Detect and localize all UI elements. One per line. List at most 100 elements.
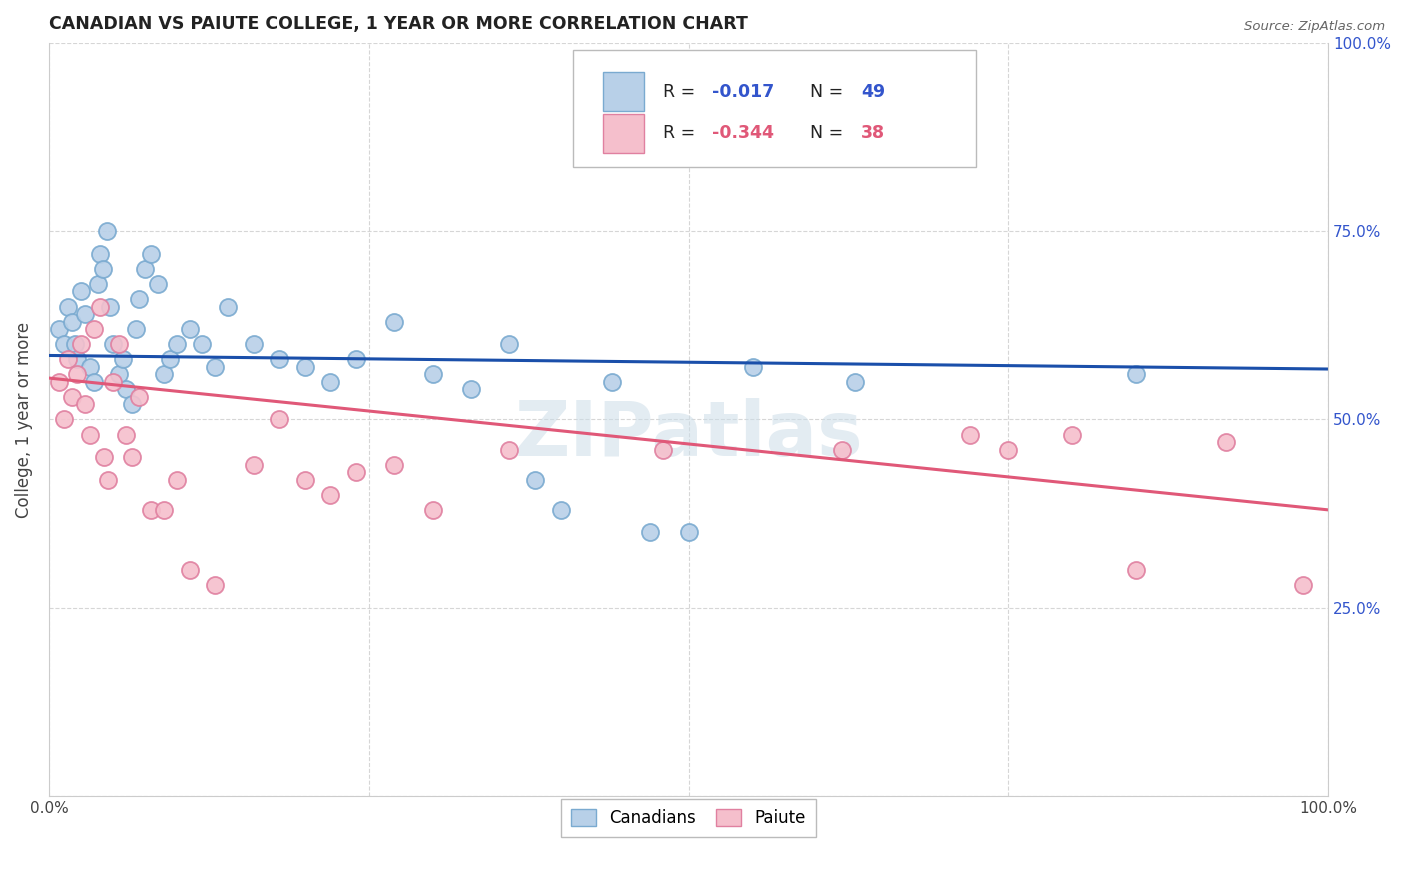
Text: Source: ZipAtlas.com: Source: ZipAtlas.com bbox=[1244, 20, 1385, 33]
Point bbox=[269, 352, 291, 367]
Point bbox=[83, 375, 105, 389]
Point bbox=[89, 247, 111, 261]
Point bbox=[1062, 427, 1084, 442]
Text: ZIPatlas: ZIPatlas bbox=[515, 398, 863, 472]
Point bbox=[60, 315, 83, 329]
Point bbox=[600, 375, 623, 389]
Point bbox=[997, 442, 1019, 457]
Point bbox=[66, 368, 89, 382]
Point bbox=[344, 465, 367, 479]
Point bbox=[319, 488, 342, 502]
Point bbox=[91, 261, 114, 276]
Point bbox=[294, 359, 316, 374]
Point bbox=[319, 375, 342, 389]
Text: N =: N = bbox=[810, 124, 849, 142]
Point bbox=[73, 397, 96, 411]
Point bbox=[89, 300, 111, 314]
Point bbox=[121, 397, 143, 411]
Text: -0.017: -0.017 bbox=[711, 83, 773, 101]
Text: -0.344: -0.344 bbox=[711, 124, 773, 142]
Point bbox=[83, 322, 105, 336]
Point bbox=[652, 442, 675, 457]
Point bbox=[86, 277, 108, 291]
Point bbox=[179, 563, 201, 577]
Text: 49: 49 bbox=[862, 83, 886, 101]
Point bbox=[141, 503, 163, 517]
Point bbox=[108, 337, 131, 351]
Text: CANADIAN VS PAIUTE COLLEGE, 1 YEAR OR MORE CORRELATION CHART: CANADIAN VS PAIUTE COLLEGE, 1 YEAR OR MO… bbox=[49, 15, 748, 33]
Point bbox=[125, 322, 148, 336]
Point bbox=[48, 375, 70, 389]
Point bbox=[166, 473, 188, 487]
Point bbox=[63, 337, 86, 351]
Point bbox=[60, 390, 83, 404]
Point bbox=[121, 450, 143, 464]
Point bbox=[1125, 368, 1147, 382]
Point bbox=[1291, 578, 1313, 592]
Point bbox=[108, 368, 131, 382]
Point bbox=[166, 337, 188, 351]
FancyBboxPatch shape bbox=[574, 51, 976, 167]
Point bbox=[382, 458, 405, 472]
Point bbox=[79, 359, 101, 374]
Point bbox=[56, 352, 79, 367]
Point bbox=[179, 322, 201, 336]
Point bbox=[101, 375, 124, 389]
Text: N =: N = bbox=[810, 83, 849, 101]
Point bbox=[96, 224, 118, 238]
Point bbox=[128, 292, 150, 306]
Point bbox=[97, 473, 120, 487]
Point bbox=[498, 337, 520, 351]
Point bbox=[146, 277, 169, 291]
Legend: Canadians, Paiute: Canadians, Paiute bbox=[561, 798, 815, 837]
Point bbox=[48, 322, 70, 336]
Point bbox=[53, 412, 76, 426]
Point bbox=[114, 427, 136, 442]
Point bbox=[831, 442, 853, 457]
Point bbox=[269, 412, 291, 426]
Point bbox=[191, 337, 214, 351]
Point bbox=[959, 427, 981, 442]
Text: R =: R = bbox=[664, 83, 700, 101]
Point bbox=[153, 368, 176, 382]
Point bbox=[128, 390, 150, 404]
Point bbox=[524, 473, 547, 487]
Point bbox=[422, 503, 444, 517]
Point bbox=[294, 473, 316, 487]
Point bbox=[70, 337, 93, 351]
Point bbox=[741, 359, 763, 374]
Point bbox=[498, 442, 520, 457]
Point bbox=[844, 375, 866, 389]
Text: R =: R = bbox=[664, 124, 700, 142]
Point bbox=[114, 383, 136, 397]
Point bbox=[460, 383, 482, 397]
Point bbox=[204, 578, 226, 592]
Point bbox=[422, 368, 444, 382]
Point bbox=[66, 352, 89, 367]
Y-axis label: College, 1 year or more: College, 1 year or more bbox=[15, 321, 32, 517]
Point bbox=[1215, 435, 1237, 450]
Point bbox=[242, 458, 264, 472]
Point bbox=[217, 300, 239, 314]
Point bbox=[100, 300, 122, 314]
Point bbox=[1125, 563, 1147, 577]
Point bbox=[141, 247, 163, 261]
Point bbox=[159, 352, 181, 367]
Point bbox=[73, 307, 96, 321]
Point bbox=[56, 300, 79, 314]
Point bbox=[242, 337, 264, 351]
Text: 38: 38 bbox=[862, 124, 886, 142]
Point bbox=[678, 525, 700, 540]
Point bbox=[382, 315, 405, 329]
Point bbox=[550, 503, 572, 517]
FancyBboxPatch shape bbox=[603, 72, 644, 112]
Point bbox=[112, 352, 135, 367]
Point bbox=[134, 261, 156, 276]
Point bbox=[79, 427, 101, 442]
Point bbox=[638, 525, 661, 540]
Point bbox=[53, 337, 76, 351]
Point bbox=[204, 359, 226, 374]
Point bbox=[93, 450, 115, 464]
Point bbox=[153, 503, 176, 517]
Point bbox=[101, 337, 124, 351]
